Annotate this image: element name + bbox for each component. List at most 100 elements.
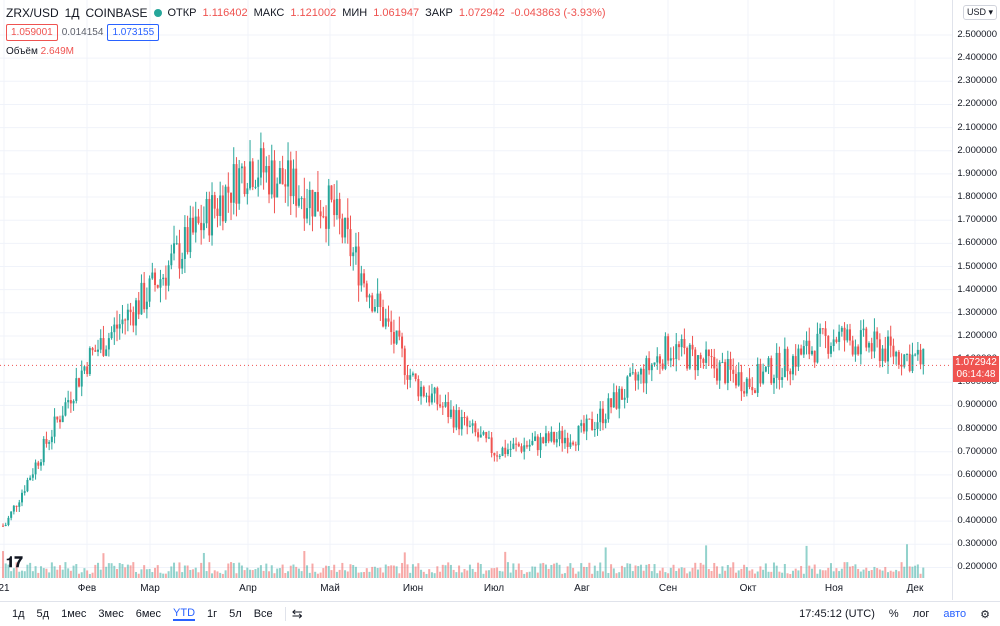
candle-body [197, 216, 200, 223]
candle-body [572, 442, 575, 445]
candle-body [219, 195, 222, 216]
volume-bar [50, 562, 53, 578]
percent-toggle[interactable]: % [888, 608, 899, 620]
candle-body [268, 166, 271, 195]
candle-body [800, 348, 803, 355]
clock-label[interactable]: 17:45:12 (UTC) [799, 608, 875, 620]
candle-body [536, 436, 539, 451]
settings-gear-icon[interactable]: ⚙ [980, 608, 990, 621]
candle-body [129, 309, 132, 313]
candle-body [170, 253, 173, 266]
time-axis[interactable]: 21 Фев Мар Апр Май Июн Июл Авг Сен Окт Ноя Дек [0, 583, 952, 597]
candle-body [463, 417, 466, 419]
sell-button[interactable]: 1.059001 [6, 24, 58, 41]
candle-body [221, 195, 224, 222]
chart-area[interactable]: ZRX/USD 1Д COINBASE ОТКР 1.116402 МАКС 1.1… [0, 0, 952, 580]
volume-bar [745, 567, 748, 578]
volume-bar [56, 569, 59, 578]
range-button[interactable]: 1г [207, 608, 218, 620]
volume-bar [365, 568, 368, 578]
volume-bar [672, 564, 675, 578]
candle-body [919, 349, 922, 365]
price-tick: 2.400000 [957, 52, 997, 64]
volume-bar [862, 569, 865, 578]
price-tick: 2.100000 [957, 121, 997, 133]
volume-bar [762, 569, 765, 578]
candle-body [265, 166, 268, 173]
volume-bar [808, 565, 811, 578]
candle-body [751, 386, 754, 391]
candle-body [398, 330, 401, 337]
candle-body [805, 340, 808, 347]
candle-body [504, 447, 507, 455]
range-button[interactable]: Все [253, 608, 273, 620]
tradingview-logo-icon[interactable]: 𝟏𝟕 [6, 554, 23, 571]
candle-body [254, 186, 257, 188]
volume-bar [341, 562, 344, 578]
price-axis[interactable]: USD ▾ 2.500000 2.400000 2.300000 2.200000 2.… [952, 0, 1000, 600]
interval-label[interactable]: 1Д [64, 6, 80, 20]
date-range-icon[interactable]: ⇆ [291, 606, 303, 621]
volume-bar [498, 570, 501, 578]
candle-body [479, 434, 482, 438]
currency-selector[interactable]: USD ▾ [962, 5, 997, 20]
range-button[interactable]: YTD [173, 607, 196, 621]
candle-body [243, 166, 246, 195]
candle-body [126, 309, 129, 321]
candle-body [61, 415, 64, 423]
candle-body [417, 378, 420, 397]
volume-bar [726, 565, 729, 578]
log-toggle[interactable]: лог [912, 608, 930, 620]
volume-bar [213, 570, 216, 578]
volume-bar [667, 573, 670, 578]
candle-body [477, 432, 480, 438]
volume-bar [352, 564, 355, 578]
auto-toggle[interactable]: авто [943, 608, 967, 620]
candle-body [713, 357, 716, 369]
candle-body [851, 340, 854, 355]
volume-bar [354, 566, 357, 578]
price-tick: 1.900000 [957, 167, 997, 179]
volume-bar [31, 571, 34, 578]
candle-body [295, 168, 298, 206]
candle-body [292, 168, 295, 197]
volume-bar [227, 563, 230, 578]
range-button[interactable]: 5д [36, 608, 50, 620]
candle-body [441, 406, 444, 408]
volume-bar [284, 572, 287, 578]
volume-bar [433, 573, 436, 578]
range-button[interactable]: 6мес [135, 608, 162, 620]
range-button[interactable]: 5л [229, 608, 242, 620]
candle-body [786, 348, 789, 372]
volume-bar [705, 545, 708, 578]
candle-body [216, 208, 219, 216]
candle-body [211, 195, 214, 236]
symbol-label[interactable]: ZRX/USD [6, 6, 59, 20]
candle-body [710, 356, 713, 358]
volume-bar [775, 565, 778, 578]
candle-body [683, 338, 686, 348]
candle-body [618, 388, 621, 409]
volume-bar [542, 562, 545, 578]
range-button[interactable]: 1д [12, 608, 25, 620]
price-chart[interactable] [0, 0, 952, 580]
volume-bar [791, 570, 794, 578]
candle-body [240, 166, 243, 169]
volume-bar [506, 562, 509, 578]
range-button[interactable]: 3мес [98, 608, 124, 620]
range-button[interactable]: 1мес [61, 608, 87, 620]
close-label: ЗАКР [425, 7, 453, 19]
volume-bar [257, 567, 260, 578]
candle-body [118, 324, 121, 329]
candle-body [593, 429, 596, 431]
buy-button[interactable]: 1.073155 [107, 24, 160, 41]
volume-bar [449, 564, 452, 578]
candle-body [577, 425, 580, 446]
candle-body [873, 331, 876, 352]
candle-body [490, 437, 493, 453]
candle-body [867, 343, 870, 348]
volume-bar [192, 569, 195, 578]
volume-bar [458, 565, 461, 578]
candle-body [550, 431, 553, 442]
time-tick: Фев [77, 583, 97, 594]
